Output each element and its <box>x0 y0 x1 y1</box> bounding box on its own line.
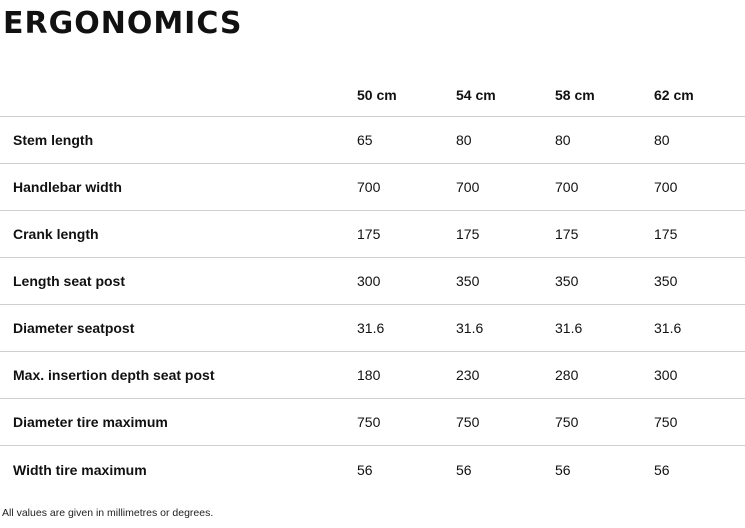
table-cell: 31.6 <box>357 320 385 336</box>
table-row: Width tire maximum 56 56 56 56 <box>0 446 745 493</box>
table-cell: 750 <box>654 414 678 430</box>
table-cell: 175 <box>456 226 480 242</box>
table-cell: 280 <box>555 367 579 383</box>
table-cell: 180 <box>357 367 381 383</box>
table-row: Max. insertion depth seat post 180 230 2… <box>0 352 745 399</box>
table-cell: 175 <box>654 226 678 242</box>
table-cell: 56 <box>456 461 472 478</box>
table-cell: 700 <box>555 179 579 195</box>
table-row: Stem length 65 80 80 80 <box>0 117 745 164</box>
table-cell: 56 <box>654 461 670 478</box>
ergonomics-table: 50 cm 54 cm 58 cm 62 cm Stem length 65 8… <box>0 70 745 493</box>
table-cell: 80 <box>654 132 670 148</box>
row-label: Stem length <box>13 132 94 148</box>
table-cell: 31.6 <box>456 320 484 336</box>
row-label: Diameter seatpost <box>13 320 135 336</box>
table-cell: 175 <box>357 226 381 242</box>
table-cell: 350 <box>456 273 480 289</box>
table-cell: 56 <box>555 461 571 478</box>
table-cell: 300 <box>357 273 381 289</box>
table-cell: 175 <box>555 226 579 242</box>
table-cell: 31.6 <box>654 320 682 336</box>
table-cell: 31.6 <box>555 320 583 336</box>
table-cell: 700 <box>456 179 480 195</box>
row-label: Handlebar width <box>13 179 122 195</box>
table-cell: 300 <box>654 367 678 383</box>
table-cell: 350 <box>555 273 579 289</box>
table-cell: 750 <box>456 414 480 430</box>
column-header-58cm: 58 cm <box>555 87 595 103</box>
table-cell: 700 <box>357 179 381 195</box>
table-cell: 750 <box>357 414 381 430</box>
table-cell: 65 <box>357 132 373 148</box>
table-cell: 350 <box>654 273 678 289</box>
row-label: Length seat post <box>13 273 126 289</box>
column-header-50cm: 50 cm <box>357 87 397 103</box>
table-row: Handlebar width 700 700 700 700 <box>0 164 745 211</box>
footnote: All values are given in millimetres or d… <box>2 507 214 519</box>
table-cell: 80 <box>456 132 472 148</box>
page-title: ERGONOMICS <box>3 6 243 41</box>
column-header-62cm: 62 cm <box>654 87 694 103</box>
row-label: Max. insertion depth seat post <box>13 367 215 383</box>
table-cell: 80 <box>555 132 571 148</box>
table-cell: 230 <box>456 367 480 383</box>
row-label: Diameter tire maximum <box>13 414 168 430</box>
table-cell: 750 <box>555 414 579 430</box>
table-cell: 56 <box>357 461 373 478</box>
table-header-row: 50 cm 54 cm 58 cm 62 cm <box>0 70 745 117</box>
column-header-54cm: 54 cm <box>456 87 496 103</box>
table-row: Length seat post 300 350 350 350 <box>0 258 745 305</box>
table-row: Diameter tire maximum 750 750 750 750 <box>0 399 745 446</box>
table-row: Diameter seatpost 31.6 31.6 31.6 31.6 <box>0 305 745 352</box>
row-label: Width tire maximum <box>13 461 147 478</box>
table-row: Crank length 175 175 175 175 <box>0 211 745 258</box>
row-label: Crank length <box>13 226 99 242</box>
table-cell: 700 <box>654 179 678 195</box>
